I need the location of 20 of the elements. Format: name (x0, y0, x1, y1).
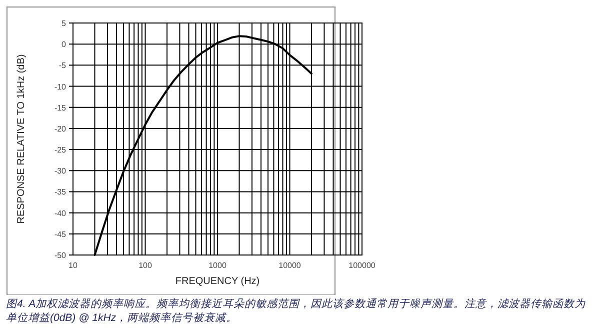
y-tick-label: -30 (54, 166, 67, 176)
y-tick-label: -10 (54, 82, 67, 92)
x-tick-label: 10000 (278, 261, 302, 270)
y-tick-label: -15 (54, 103, 67, 112)
y-axis-title: RESPONSE RELATIVE TO 1kHz (dB) (16, 54, 27, 224)
x-axis-title: FREQUENCY (Hz) (175, 276, 260, 287)
y-tick-label: -5 (58, 61, 67, 70)
y-tick-label: 5 (62, 19, 67, 28)
y-tick-label: -20 (54, 124, 67, 134)
caption: 图4. A加权滤波器的频率响应。频率均衡接近耳朵的敏感范围，因此该参数通常用于噪声测量。注意，滤波器传输函数为单位增益(0dB) @ 1kHz，两端频率信号被衰减。 (6, 297, 587, 325)
x-tick-label: 100 (138, 261, 152, 270)
y-tick-label: -50 (54, 251, 67, 260)
y-tick-label: -45 (54, 230, 67, 239)
x-tick-label: 10 (68, 261, 78, 270)
x-tick-label: 100000 (348, 261, 376, 270)
y-tick-label: 0 (62, 40, 67, 50)
y-tick-label: -40 (54, 208, 67, 218)
y-tick-label: -25 (54, 146, 67, 155)
y-tick-label: -35 (54, 188, 67, 197)
x-tick-label: 1000 (208, 261, 227, 270)
